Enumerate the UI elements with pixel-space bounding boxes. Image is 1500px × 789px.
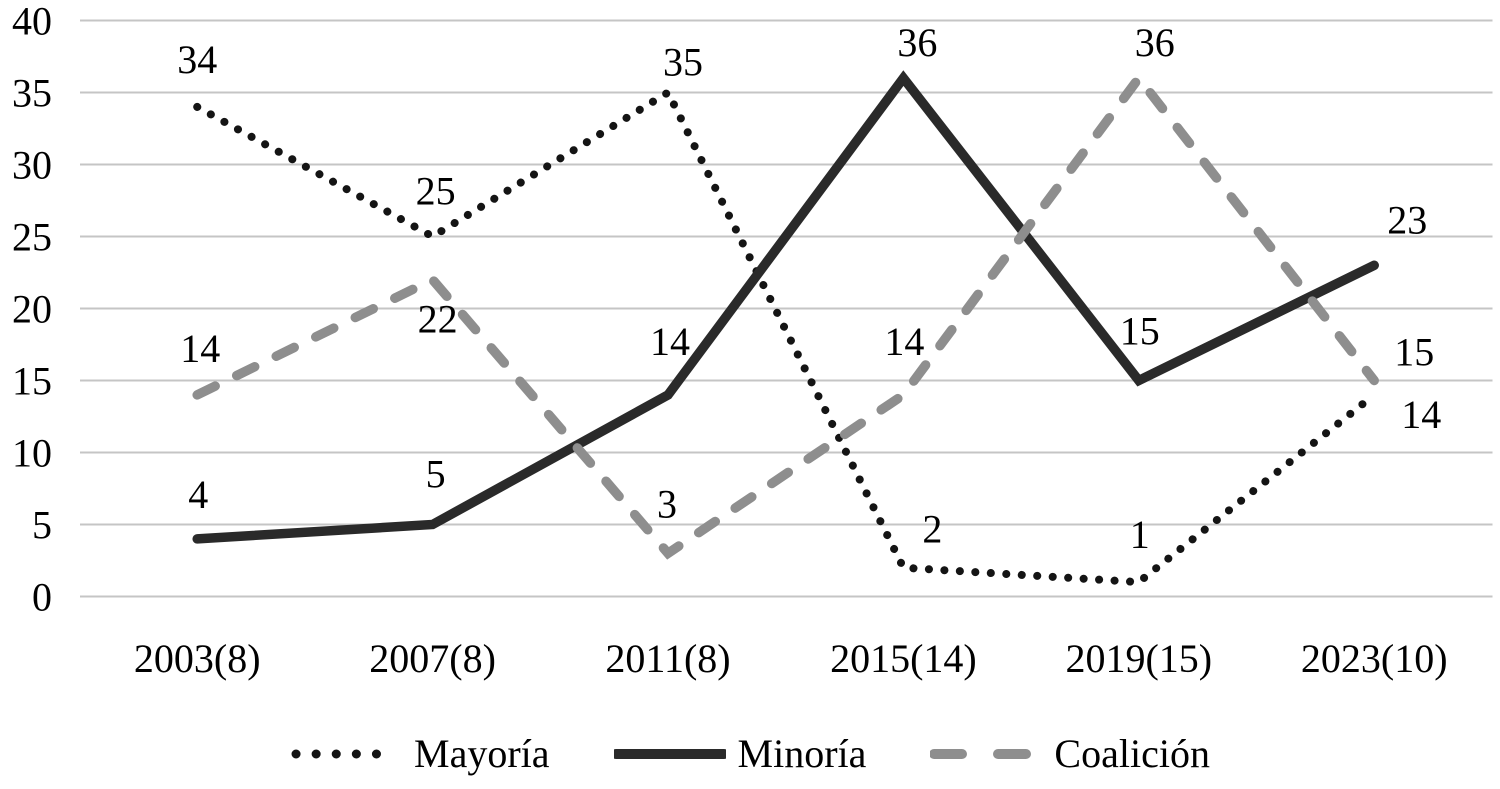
legend-dashed-line-icon	[930, 749, 1040, 759]
y-axis-tick-label: 5	[32, 503, 52, 548]
series-line-coalicion	[192, 70, 1379, 560]
y-axis-tick-label: 0	[32, 575, 52, 620]
legend-item-mayoria: Mayoría	[290, 734, 550, 774]
y-axis-tick-labels-group: 0 5 10 15 20 25 30 35 40	[12, 0, 52, 620]
data-label-minoria-2019(15): 15	[1120, 309, 1160, 354]
data-label-coalicion-2015(14): 14	[884, 319, 924, 364]
y-axis-tick-label: 35	[12, 71, 52, 116]
data-label-minoria-2023(10): 23	[1387, 197, 1427, 242]
data-label-minoria-2011(8): 14	[650, 319, 690, 364]
data-label-minoria-2015(14): 36	[897, 20, 937, 65]
legend-dotted-line-icon	[291, 749, 401, 759]
data-label-minoria-2003(8): 4	[188, 472, 208, 517]
x-axis-category-label: 2007(8)	[369, 636, 496, 681]
legend-label-mayoria: Mayoría	[414, 731, 550, 776]
legend-item-minoria: Minoría	[613, 731, 867, 776]
data-label-mayoria-2011(8): 35	[663, 40, 703, 85]
data-label-mayoria-2007(8): 25	[416, 169, 456, 214]
x-axis-category-label: 2003(8)	[134, 636, 261, 681]
legend-label-coalicion: Coalición	[1054, 731, 1210, 776]
y-axis-tick-label: 25	[12, 215, 52, 260]
x-axis-category-label: 2019(15)	[1065, 636, 1212, 681]
data-label-mayoria-2003(8): 34	[177, 37, 217, 82]
x-axis-category-label: 2011(8)	[605, 636, 730, 681]
data-label-coalicion-2019(15): 36	[1135, 20, 1175, 65]
series-line-mayoria	[193, 86, 1379, 587]
series-group	[192, 70, 1379, 587]
y-axis-tick-label: 20	[12, 287, 52, 332]
y-axis-tick-label: 30	[12, 143, 52, 188]
data-label-coalicion-2007(8): 22	[418, 297, 458, 342]
series-line-minoria	[192, 70, 1379, 544]
data-label-coalicion-2023(10): 15	[1394, 330, 1434, 375]
x-axis-category-label: 2023(10)	[1301, 636, 1448, 681]
y-axis-tick-label: 40	[12, 0, 52, 44]
data-label-mayoria-2023(10): 14	[1401, 392, 1441, 437]
data-label-mayoria-2015(14): 2	[922, 507, 942, 552]
legend-label-minoria: Minoría	[737, 731, 867, 776]
data-labels-group: 34 25 35 2 1 14 4 5 14 36 15 23 14 22 3 14 36 15	[177, 20, 1441, 557]
y-axis-tick-label: 10	[12, 431, 52, 476]
x-axis-category-labels-group: 2003(8) 2007(8) 2011(8) 2015(14) 2019(15) 202…	[134, 636, 1448, 681]
legend-solid-line-icon	[613, 749, 726, 759]
y-axis-tick-label: 15	[12, 359, 52, 404]
x-axis-category-label: 2015(14)	[830, 636, 977, 681]
data-label-mayoria-2019(15): 1	[1130, 512, 1150, 557]
chart-legend: Mayoría Minoría Coalición	[0, 724, 1500, 784]
data-label-coalicion-2003(8): 14	[180, 326, 220, 371]
legend-item-coalicion: Coalición	[930, 734, 1210, 774]
data-label-minoria-2007(8): 5	[426, 452, 446, 497]
data-label-coalicion-2011(8): 3	[657, 481, 677, 526]
